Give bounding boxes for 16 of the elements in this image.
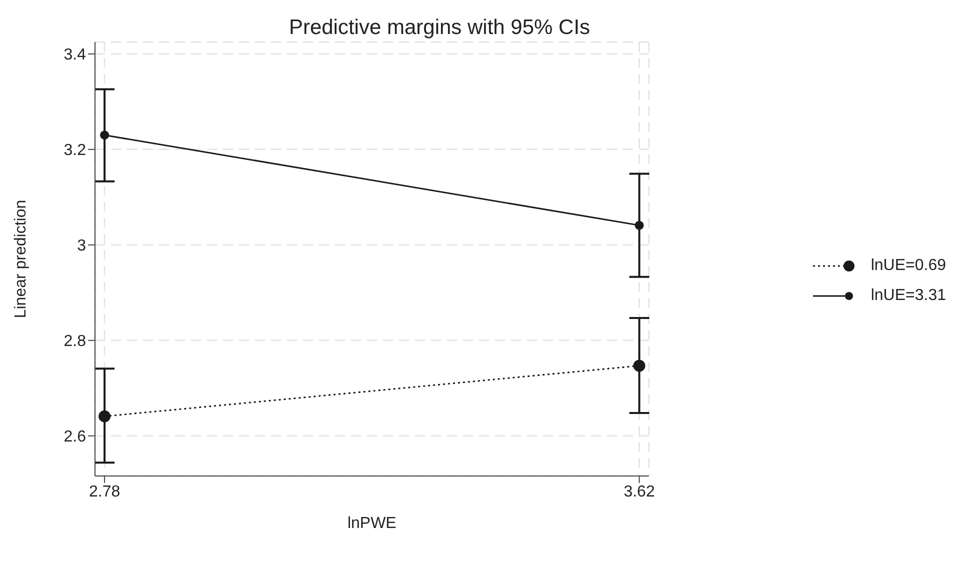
x-tick-label: 2.78 — [88, 483, 120, 500]
y-tick-label: 2.8 — [64, 333, 86, 350]
y-tick-label: 3.4 — [64, 46, 86, 64]
chart-title: Predictive margins with 95% CIs — [288, 16, 592, 40]
y-tick-label: 2.6 — [64, 428, 86, 446]
point — [100, 130, 110, 140]
x-tick-label: 3.62 — [624, 483, 655, 500]
point — [634, 220, 644, 230]
y-tick-label: 3.2 — [64, 142, 86, 160]
y-tick-label: 3 — [77, 238, 86, 255]
point — [98, 410, 111, 422]
legend-label: lnUE=0.69 — [870, 257, 946, 275]
x-axis-title: lnPWE — [347, 515, 396, 532]
legend-label: lnUE=3.31 — [870, 287, 946, 305]
point — [633, 360, 646, 372]
y-axis-title: Linear prediction — [12, 200, 30, 318]
